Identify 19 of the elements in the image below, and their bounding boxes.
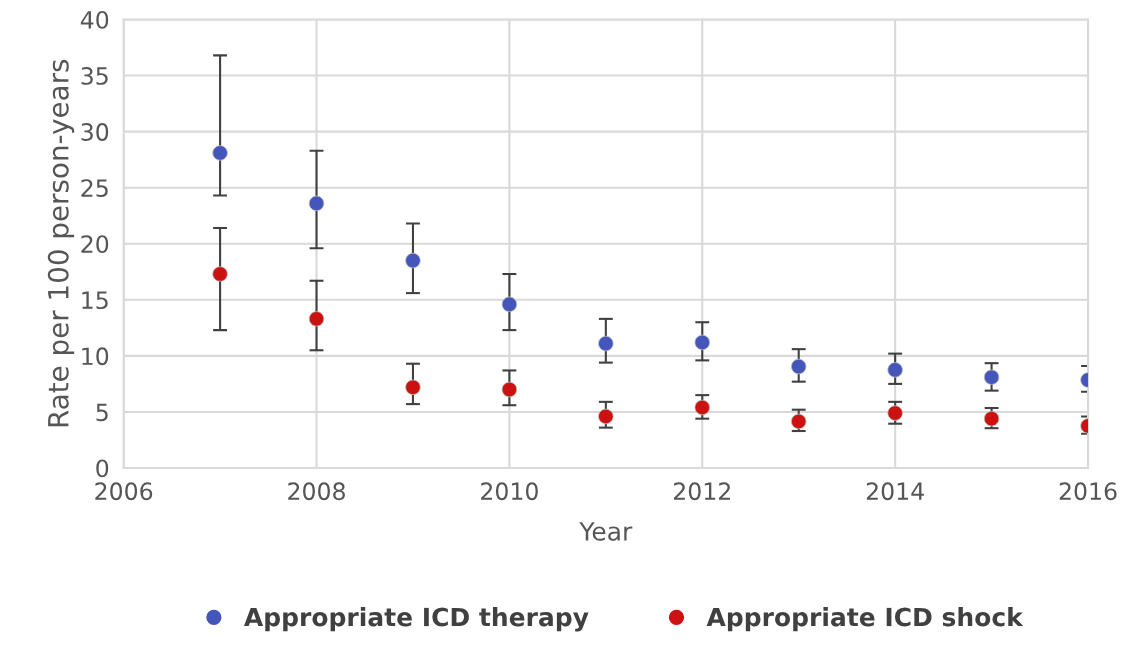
x-tick-label: 2016 xyxy=(1059,482,1117,501)
y-tick-label: 5 xyxy=(96,403,108,422)
y-tick-label: 25 xyxy=(81,179,108,197)
y-tick-label: 20 xyxy=(81,235,109,254)
y-tick-label: 35 xyxy=(81,67,108,85)
x-tick-label: 2006 xyxy=(95,482,153,501)
x-tick-label: 2010 xyxy=(481,482,538,501)
legend-label: Appropriate ICD therapy xyxy=(243,607,589,632)
y-tick-label: 30 xyxy=(81,123,109,141)
x-axis-title: Year xyxy=(579,522,633,541)
y-tick-label: 0 xyxy=(96,459,109,478)
y-tick-label: 10 xyxy=(82,347,109,366)
legend-label: Appropriate ICD shock xyxy=(706,607,1024,632)
y-axis-title: Rate per 100 person-years xyxy=(47,59,75,427)
x-tick-label: 2012 xyxy=(673,482,730,501)
y-tick-label: 40 xyxy=(80,10,109,29)
y-tick-label: 15 xyxy=(82,291,108,310)
x-tick-label: 2014 xyxy=(866,482,924,501)
x-tick-label: 2008 xyxy=(288,482,345,501)
